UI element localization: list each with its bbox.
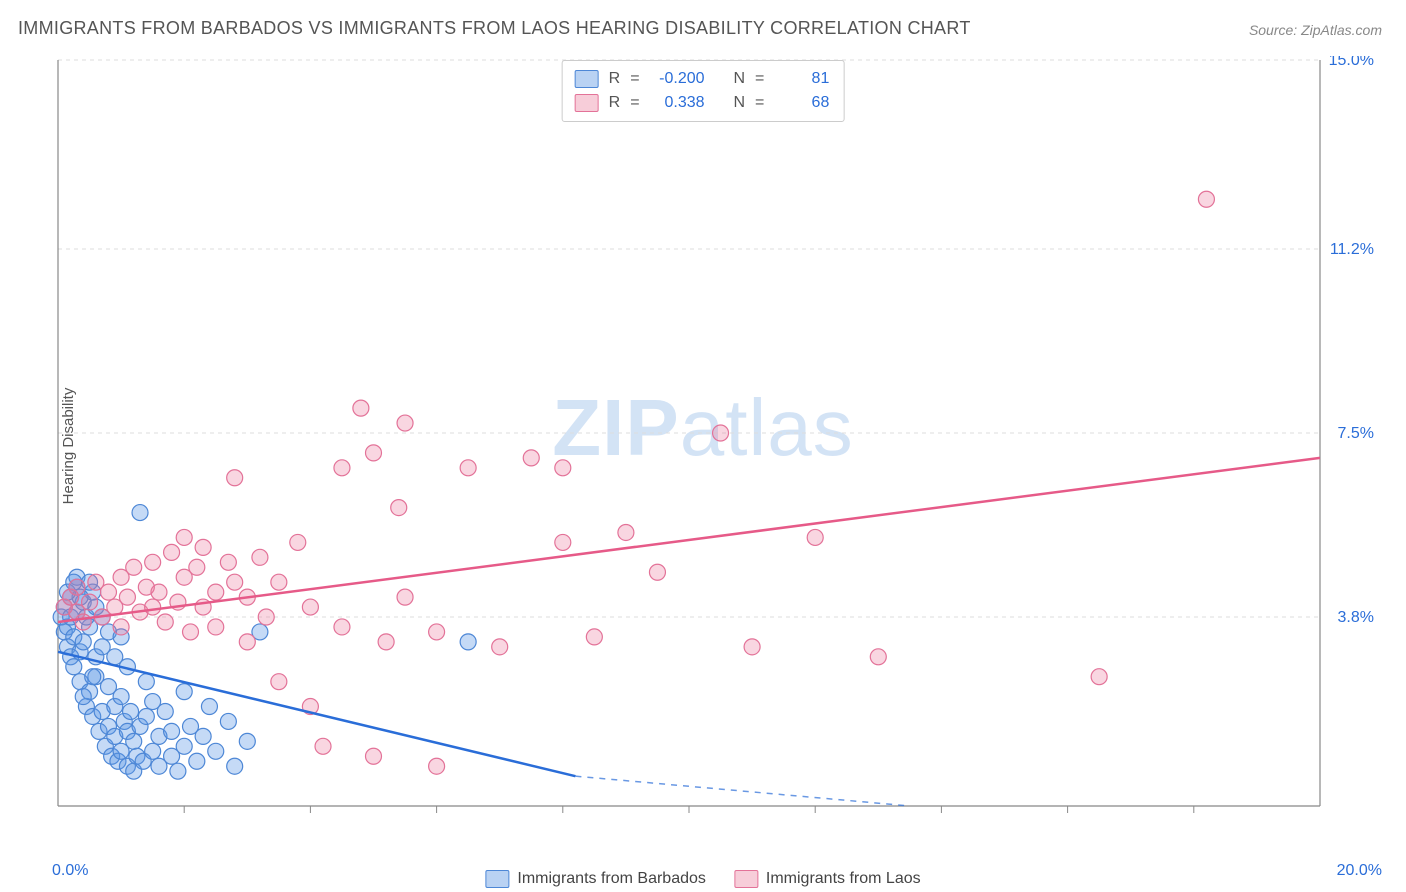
n-label: N bbox=[733, 67, 745, 91]
legend-item-barbados: Immigrants from Barbados bbox=[485, 870, 706, 888]
r-label: R bbox=[609, 91, 621, 115]
equals-sign: = bbox=[630, 91, 639, 115]
n-label: N bbox=[733, 91, 745, 115]
stats-row-barbados: R = -0.200 N = 81 bbox=[575, 67, 830, 91]
swatch-laos bbox=[575, 94, 599, 112]
stats-legend: R = -0.200 N = 81 R = 0.338 N = 68 bbox=[562, 60, 845, 122]
svg-text:15.0%: 15.0% bbox=[1329, 56, 1374, 69]
equals-sign: = bbox=[755, 67, 764, 91]
scatter-plot: 3.8% 7.5% 11.2% 15.0% bbox=[50, 56, 1380, 836]
svg-text:11.2%: 11.2% bbox=[1330, 241, 1374, 258]
chart-title: IMMIGRANTS FROM BARBADOS VS IMMIGRANTS F… bbox=[18, 18, 971, 39]
x-axis-max: 20.0% bbox=[1337, 862, 1382, 880]
equals-sign: = bbox=[755, 91, 764, 115]
r-label: R bbox=[609, 67, 621, 91]
n-value-barbados: 81 bbox=[774, 67, 829, 91]
r-value-barbados: -0.200 bbox=[650, 67, 705, 91]
swatch-laos bbox=[734, 870, 758, 888]
source-attribution: Source: ZipAtlas.com bbox=[1249, 22, 1382, 38]
swatch-barbados bbox=[575, 70, 599, 88]
legend-label-barbados: Immigrants from Barbados bbox=[517, 870, 706, 888]
n-value-laos: 68 bbox=[774, 91, 829, 115]
legend-item-laos: Immigrants from Laos bbox=[734, 870, 921, 888]
equals-sign: = bbox=[630, 67, 639, 91]
legend-label-laos: Immigrants from Laos bbox=[766, 870, 921, 888]
svg-text:3.8%: 3.8% bbox=[1338, 609, 1374, 626]
swatch-barbados bbox=[485, 870, 509, 888]
r-value-laos: 0.338 bbox=[650, 91, 705, 115]
x-axis-min: 0.0% bbox=[52, 862, 88, 880]
stats-row-laos: R = 0.338 N = 68 bbox=[575, 91, 830, 115]
svg-text:7.5%: 7.5% bbox=[1338, 425, 1374, 442]
series-legend: Immigrants from Barbados Immigrants from… bbox=[485, 870, 920, 888]
